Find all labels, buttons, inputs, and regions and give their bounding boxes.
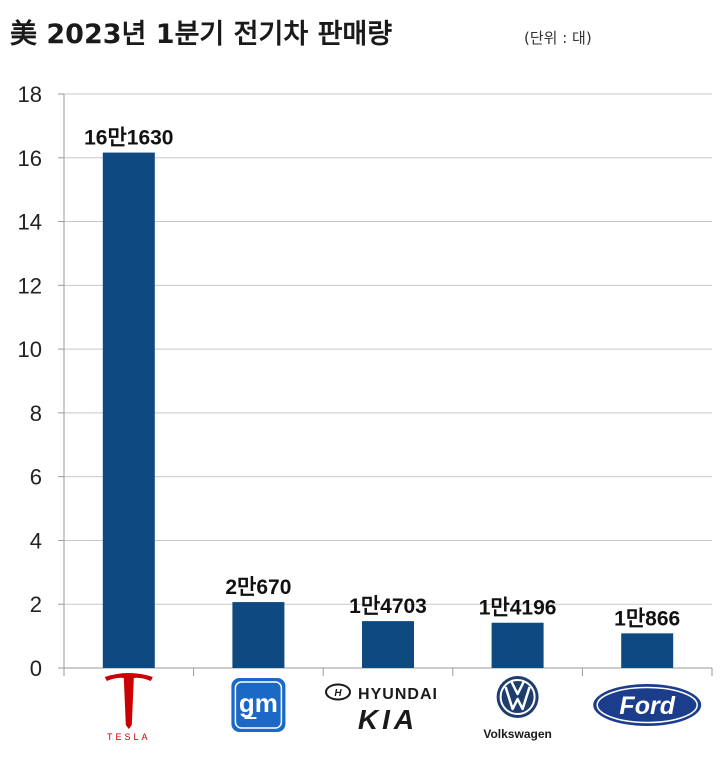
y-tick-label: 18 (18, 82, 42, 107)
data-label: 1만866 (614, 607, 680, 630)
volkswagen-logo: Volkswagen (483, 676, 552, 741)
vw-roundel-icon (496, 676, 539, 718)
y-tick-label: 12 (18, 273, 42, 298)
bar-hyundai-kia (362, 621, 414, 668)
tesla-wordmark: TESLA (107, 732, 151, 742)
bar-gm (232, 602, 285, 668)
data-label: 1만4703 (349, 595, 427, 618)
ford-oval-ring (596, 686, 698, 724)
hyundai-wordmark: HYUNDAI (358, 686, 438, 703)
y-tick-label: 2 (30, 592, 42, 617)
gm-wordmark: gm (239, 688, 278, 718)
axes: 0 2 4 6 8 10 12 14 16 18 (18, 82, 713, 681)
y-tick-label: 6 (30, 465, 42, 490)
data-labels: 16만1630 2만670 1만4703 1만4196 1만866 (84, 127, 680, 631)
vw-wordmark: Volkswagen (483, 727, 551, 741)
ford-logo: Ford (593, 684, 702, 726)
bar-volkswagen (491, 622, 544, 668)
bar-ford (621, 633, 674, 668)
ford-wordmark: Ford (619, 692, 675, 720)
data-label: 1만4196 (479, 597, 557, 620)
chart-title: 美 2023년 1분기 전기차 판매량 (10, 19, 393, 50)
grid (64, 93, 712, 605)
vw-w-glyph (504, 686, 531, 711)
bar-tesla (102, 152, 155, 668)
data-label: 2만670 (225, 576, 291, 599)
y-tick-label: 14 (18, 210, 42, 235)
unit-label: (단위 : 대) (524, 29, 592, 47)
vw-inner-ring (499, 679, 536, 715)
data-label: 16만1630 (84, 127, 173, 150)
hyundai-h-glyph: H (334, 688, 342, 699)
vw-v-glyph (510, 681, 525, 696)
gm-logo: gm (231, 678, 286, 732)
bars (102, 152, 674, 668)
gm-inner-border (234, 681, 283, 729)
kia-wordmark: KIA (358, 704, 418, 735)
y-tick-label: 8 (30, 401, 42, 426)
hyundai-h-icon (325, 683, 351, 701)
y-tick-label: 16 (18, 146, 42, 171)
y-tick-label: 10 (18, 337, 42, 362)
tesla-t-icon (104, 673, 153, 729)
ford-oval-icon (593, 684, 702, 726)
y-tick-label: 4 (30, 528, 42, 553)
y-tick-label: 0 (30, 656, 42, 681)
tesla-logo: TESLA (104, 673, 153, 742)
